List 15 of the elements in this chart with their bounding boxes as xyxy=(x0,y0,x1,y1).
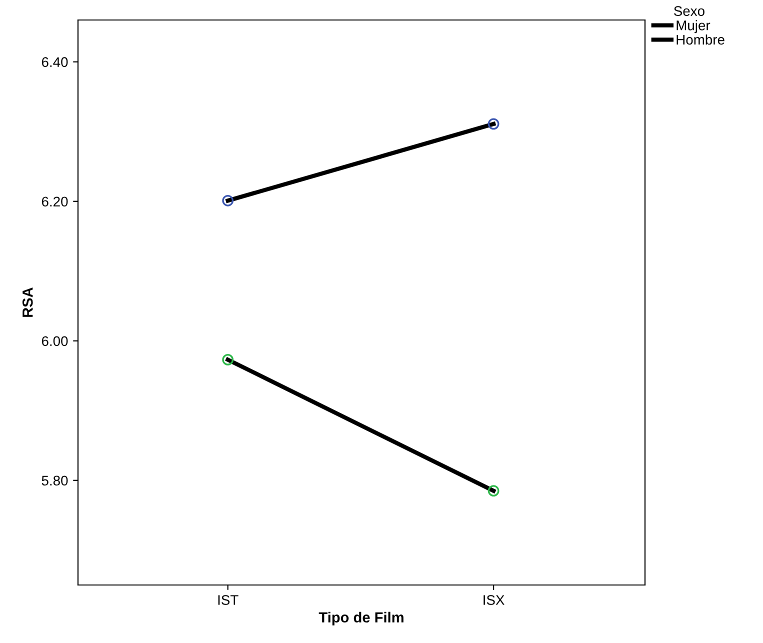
point xyxy=(488,485,500,497)
y-tick-label: 6.40 xyxy=(42,57,68,68)
y-tick-label: 6.20 xyxy=(42,196,68,207)
y-axis-title: RSA xyxy=(22,287,33,317)
legend-label: Hombre xyxy=(676,34,724,45)
x-tick-label: IST xyxy=(218,595,238,605)
point xyxy=(222,194,234,206)
point xyxy=(222,354,234,366)
y-tick-label: 5.80 xyxy=(42,476,68,486)
y-tick-label: 6.00 xyxy=(42,336,68,346)
x-tick-label: ISX xyxy=(484,595,504,605)
point xyxy=(488,118,500,130)
legend-title: Sexo xyxy=(674,6,704,16)
legend-label: Mujer xyxy=(676,20,710,34)
x-axis-title: Tipo de Film xyxy=(318,612,404,626)
